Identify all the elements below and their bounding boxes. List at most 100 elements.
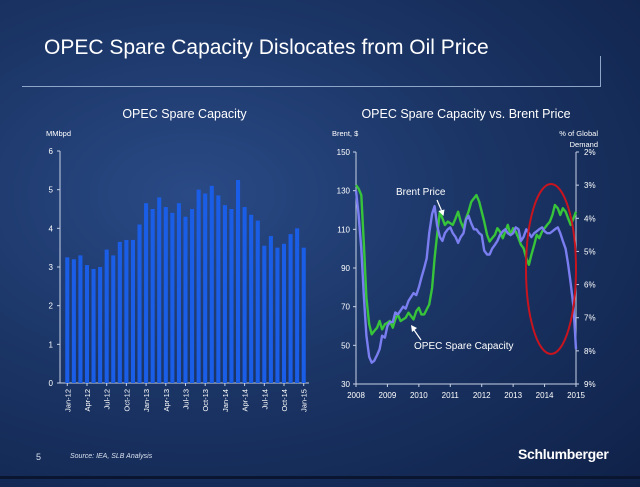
line-chart-y-tick-label: 70 [341, 303, 350, 312]
series-line-opec-spare-capacity [355, 184, 578, 336]
bar-dec-14 [295, 228, 300, 383]
source-note: Source: IEA, SLB Analysis [70, 453, 153, 460]
bar-jun-13 [176, 203, 181, 383]
bar-jan-13 [144, 203, 149, 383]
bar-nov-13 [209, 185, 214, 383]
bar-jan-14 [222, 205, 227, 383]
title-divider-vertical [600, 56, 601, 87]
bar-may-12 [91, 268, 96, 383]
bar-aug-14 [268, 236, 273, 383]
line-chart-y2-tick-label: 3% [584, 181, 596, 190]
bar-jan-12 [65, 257, 70, 383]
line-chart-y2label: % of Global Demand [559, 129, 598, 149]
bar-aug-13 [190, 209, 195, 383]
bar-chart-y-tick-label: 2 [49, 302, 54, 311]
line-chart-y2-tick-label: 5% [584, 247, 596, 256]
bar-aug-12 [111, 255, 116, 383]
bar-chart-x-tick-label: Oct-12 [122, 389, 131, 412]
bar-apr-13 [163, 207, 168, 383]
line-chart-y-tick-label: 110 [337, 225, 350, 234]
line-chart-x-tick-label: 2009 [379, 391, 397, 400]
line-chart-ylabel: Brent, $ [332, 129, 359, 138]
bar-chart-x-tick-label: Apr-14 [241, 389, 250, 412]
line-chart-y2label-line1: % of Global [559, 129, 598, 138]
bar-apr-14 [242, 207, 247, 383]
bar-feb-13 [150, 209, 155, 383]
line-chart-x-tick-label: 2014 [536, 391, 554, 400]
line-chart-title: OPEC Spare Capacity vs. Brent Price [361, 107, 570, 121]
line-chart-x-tick-label: 2011 [442, 391, 460, 400]
annotation-opec-arrowhead [411, 325, 417, 332]
line-chart-x-tick-label: 2010 [410, 391, 428, 400]
page-number: 5 [36, 452, 42, 462]
bar-oct-13 [203, 193, 208, 383]
line-chart-x-tick-label: 2008 [347, 391, 365, 400]
bar-nov-12 [130, 239, 135, 383]
bar-chart-x-tick-label: Apr-12 [83, 389, 92, 412]
line-chart-y2label-line2: Demand [570, 140, 598, 149]
line-chart-y2-tick-label: 8% [584, 347, 596, 356]
bar-chart-x-tick-label: Jul-13 [182, 389, 191, 409]
slide-title: OPEC Spare Capacity Dislocates from Oil … [44, 36, 489, 59]
bar-chart-y-tick-label: 0 [49, 379, 54, 388]
line-chart-y-tick-label: 150 [337, 148, 351, 157]
line-chart-y-tick-label: 130 [337, 187, 351, 196]
bar-feb-14 [229, 209, 234, 383]
bar-chart-title: OPEC Spare Capacity [122, 107, 247, 121]
highlight-circle-2014 [525, 183, 577, 355]
schlumberger-logo: Schlumberger [518, 446, 609, 462]
bar-jul-14 [262, 245, 267, 383]
bar-chart-y-tick-label: 1 [49, 340, 54, 349]
bar-chart-y-tick-label: 5 [49, 186, 54, 195]
bar-oct-12 [124, 239, 129, 383]
bar-chart-x-tick-label: Apr-13 [162, 389, 171, 412]
bar-chart-y-tick-label: 6 [49, 147, 54, 156]
bar-chart-x-tick-label: Oct-13 [201, 389, 210, 412]
line-chart-y-tick-label: 30 [341, 380, 350, 389]
line-chart-y-tick-label: 90 [341, 264, 350, 273]
bar-jan-15 [301, 247, 306, 383]
bar-chart-y-tick-label: 4 [49, 224, 54, 233]
line-chart-x-tick-label: 2015 [567, 391, 585, 400]
annotation-brent-arrowhead [438, 209, 445, 216]
bar-chart-x-tick-label: Oct-14 [280, 389, 289, 412]
bar-dec-13 [216, 195, 221, 383]
bar-chart-ylabel: MMbpd [46, 129, 71, 138]
annotation-opec-spare-capacity: OPEC Spare Capacity [414, 341, 514, 352]
line-chart-y2-tick-label: 9% [584, 380, 596, 389]
bar-chart-x-tick-label: Jan-14 [221, 389, 230, 412]
bar-chart-x-tick-label: Jan-15 [300, 389, 309, 412]
bar-chart-y-tick-label: 3 [49, 263, 54, 272]
bar-mar-12 [78, 255, 83, 383]
bar-chart-x-tick-label: Jul-12 [103, 389, 112, 409]
bar-jul-12 [104, 249, 109, 383]
line-chart-x-tick-label: 2012 [473, 391, 491, 400]
annotation-brent-price: Brent Price [396, 187, 446, 198]
bar-nov-14 [288, 234, 293, 383]
series-line-brent-price [354, 190, 578, 364]
bar-mar-13 [157, 197, 162, 383]
bar-apr-12 [84, 265, 90, 383]
bar-sep-14 [275, 247, 280, 383]
bar-may-13 [170, 212, 175, 383]
line-chart-y2-tick-label: 6% [584, 281, 596, 290]
bar-jun-12 [98, 267, 103, 383]
bar-may-14 [249, 214, 254, 383]
bar-dec-12 [137, 224, 142, 383]
bar-jul-13 [183, 216, 188, 383]
line-chart-y2-tick-label: 2% [584, 148, 596, 157]
title-divider [22, 86, 600, 87]
bar-sep-12 [117, 241, 122, 383]
bar-feb-12 [71, 259, 76, 383]
bar-sep-13 [196, 189, 201, 383]
bar-oct-14 [281, 243, 287, 383]
bar-chart-x-tick-label: Jan-12 [63, 389, 72, 412]
bar-chart-x-tick-label: Jan-13 [142, 389, 151, 412]
bar-jun-14 [255, 220, 260, 383]
line-chart-x-tick-label: 2013 [504, 391, 522, 400]
line-chart-y-tick-label: 50 [341, 341, 350, 350]
line-chart-y2-tick-label: 4% [584, 214, 596, 223]
